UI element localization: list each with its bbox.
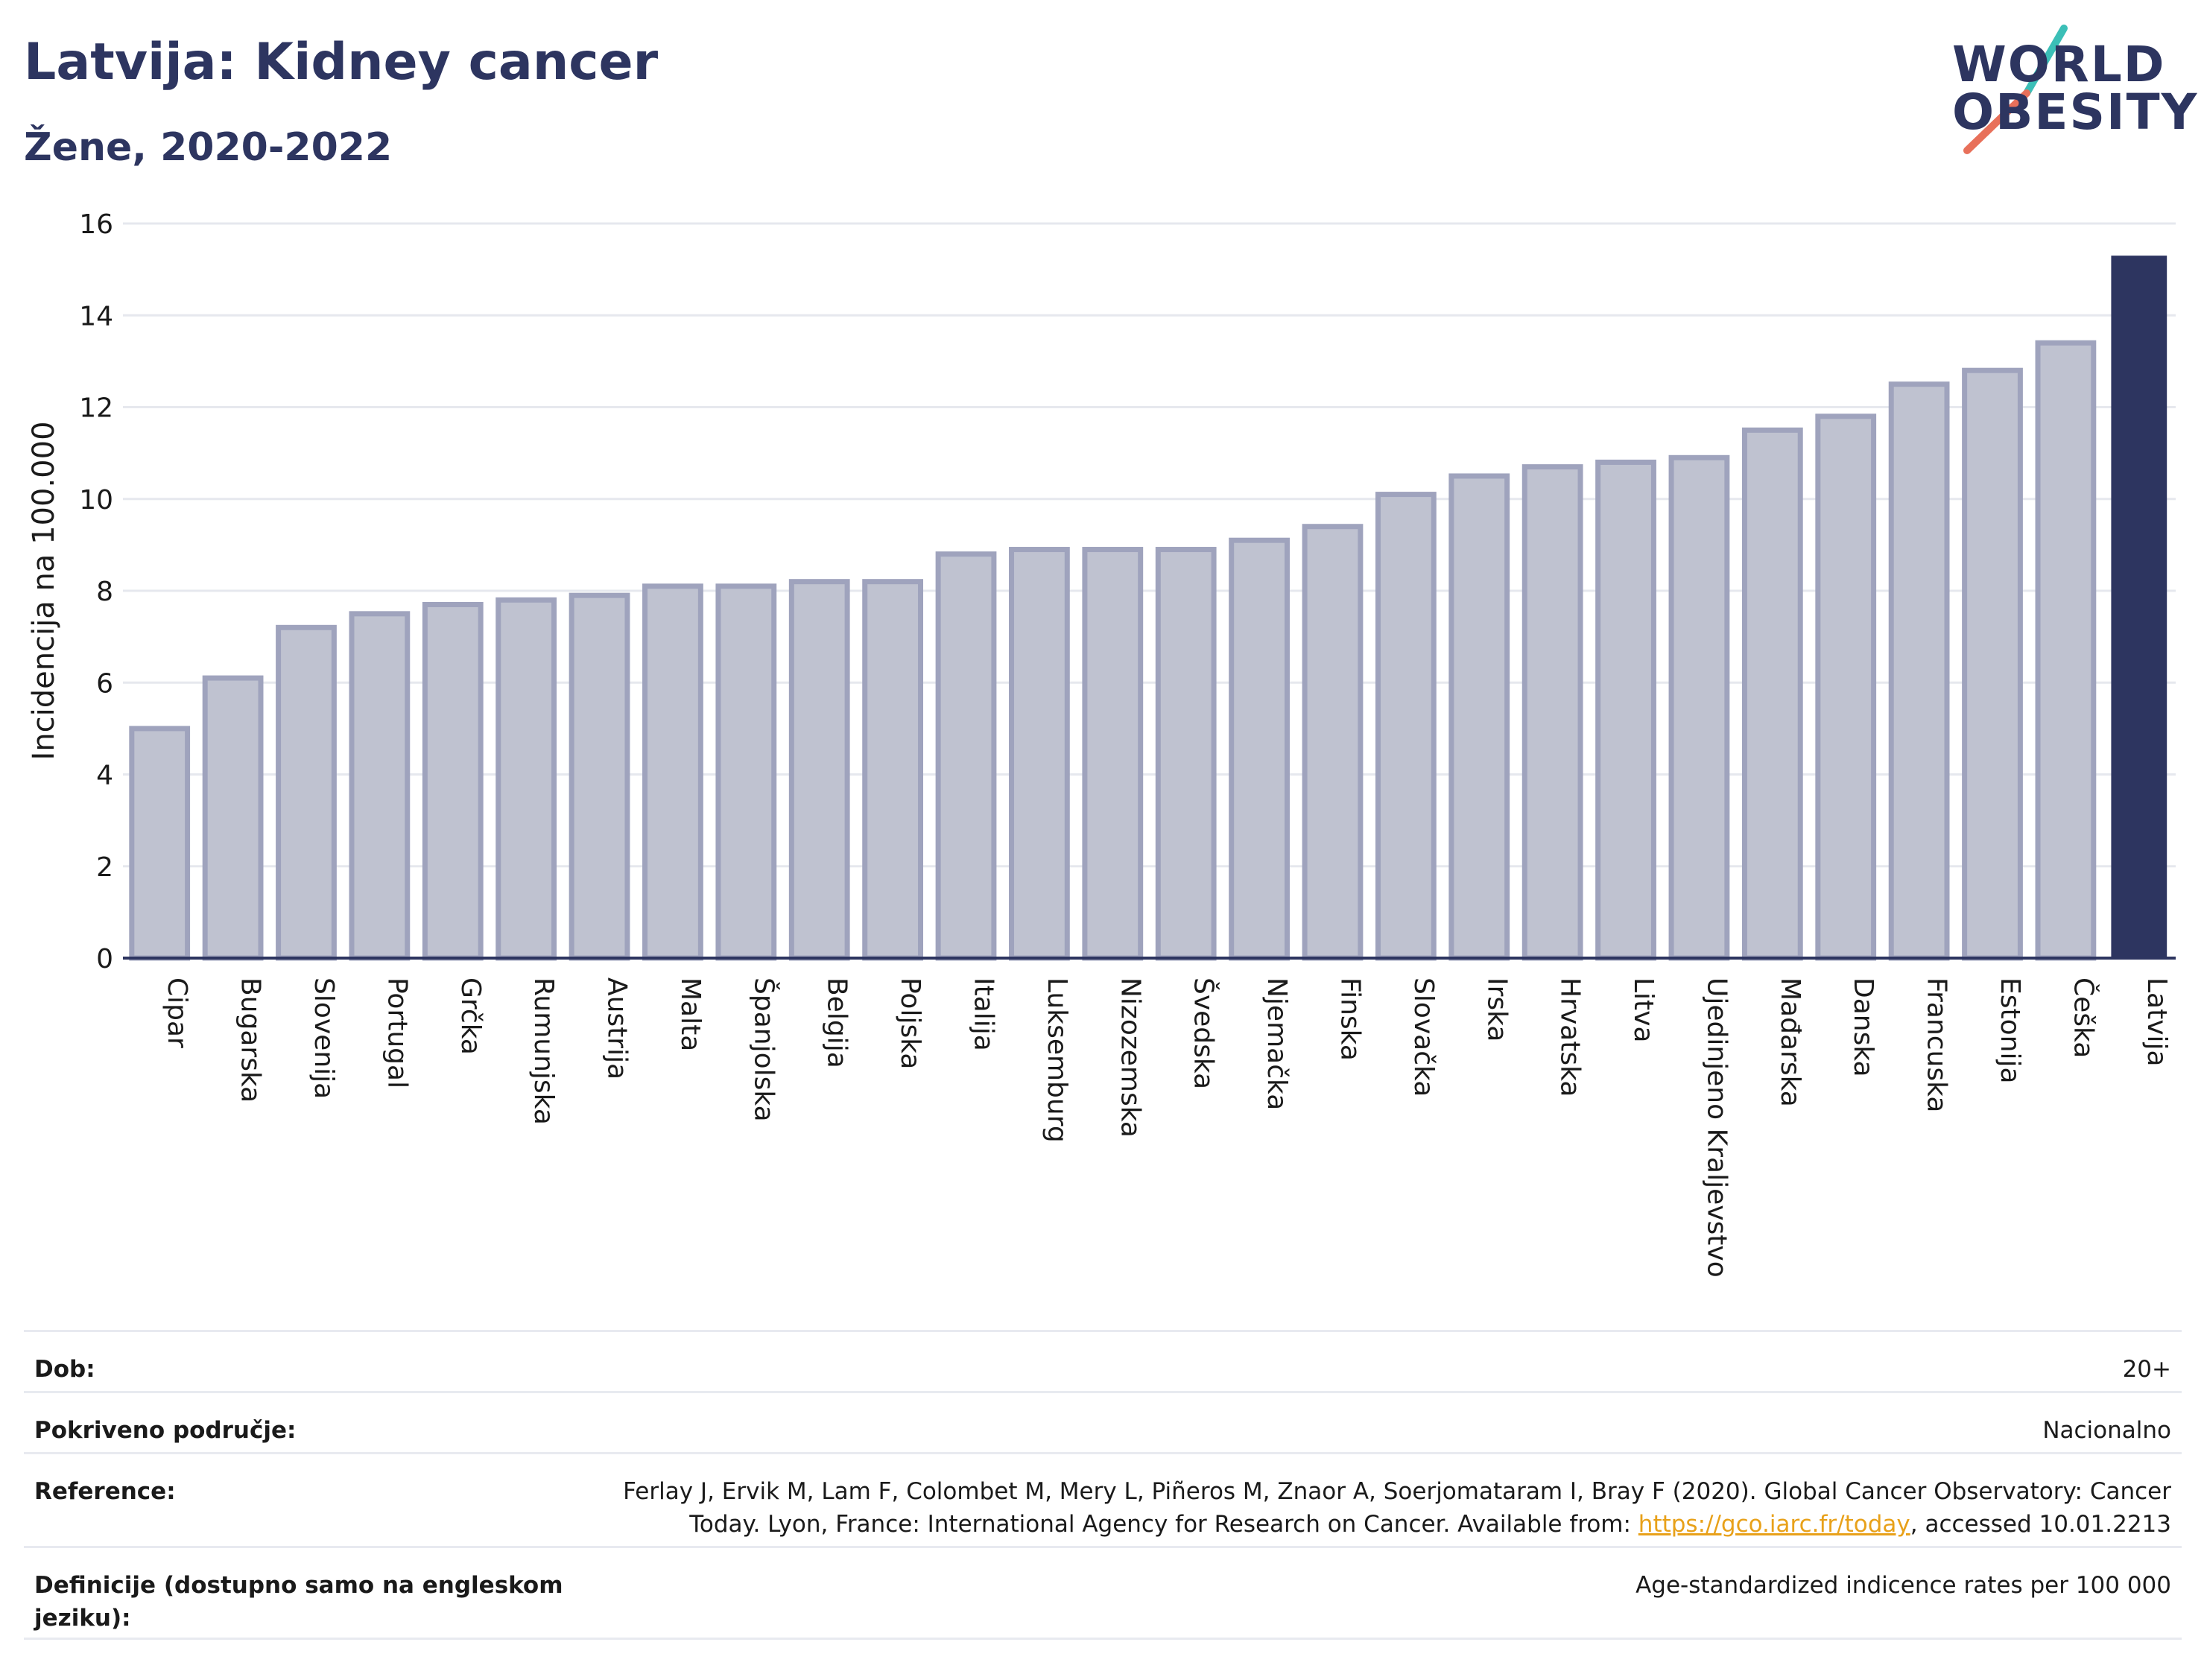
x-tick-label: Irska <box>1481 977 1512 1042</box>
x-tick-label: Češka <box>2068 977 2099 1058</box>
x-tick-label: Švedska <box>1188 977 1220 1089</box>
bar-ujedinjeno-kraljevstvo <box>1668 454 1730 961</box>
x-tick-label: Ujedinjeno Kraljevstvo <box>1701 977 1732 1278</box>
x-tick-label: Slovenija <box>308 977 339 1099</box>
y-tick-label: 14 <box>79 301 113 332</box>
x-tick-label: Danska <box>1848 977 1878 1077</box>
info-row-coverage: Pokriveno područje: Nacionalno <box>24 1391 2182 1452</box>
chart-subtitle: Žene, 2020-2022 <box>24 125 393 170</box>
bar-irska <box>1448 473 1510 961</box>
info-value-reference: Ferlay J, Ervik M, Lam F, Colombet M, Me… <box>607 1475 2171 1541</box>
bar-latvija <box>2111 256 2167 958</box>
chart-title: Latvija: Kidney cancer <box>24 33 659 92</box>
x-tick-label: Njemačka <box>1261 977 1292 1110</box>
bar-nizozemska <box>1082 547 1144 961</box>
y-tick-label: 12 <box>79 393 113 424</box>
y-tick-label: 8 <box>96 577 113 607</box>
bar-njemačka <box>1229 537 1290 961</box>
x-tick-label: Finska <box>1334 977 1365 1061</box>
x-tick-label: Hrvatska <box>1555 977 1586 1097</box>
bar-hrvatska <box>1521 464 1583 961</box>
x-tick-label: Rumunjska <box>528 977 559 1125</box>
bar-slovenija <box>276 624 337 961</box>
x-tick-label: Portugal <box>381 977 412 1088</box>
bar-belgija <box>788 579 850 961</box>
info-label-age: Dob: <box>34 1356 95 1383</box>
x-tick-label: Belgija <box>822 977 852 1068</box>
bar-poljska <box>862 579 924 961</box>
y-axis-label: Incidencija na 100.000 <box>27 421 61 760</box>
y-tick-label: 4 <box>96 761 113 791</box>
x-tick-label: Cipar <box>162 977 192 1048</box>
info-value-age: 20+ <box>2122 1356 2171 1383</box>
bar-rumunjska <box>495 597 557 961</box>
x-tick-label: Grčka <box>455 977 486 1055</box>
x-tick-label: Austrija <box>602 977 633 1080</box>
bar-bugarska <box>202 675 264 961</box>
logo-slash-icon <box>1963 25 2068 154</box>
reference-link[interactable]: https://gco.iarc.fr/today <box>1638 1511 1910 1538</box>
logo-line-obesity: OBESITY <box>1952 83 2199 141</box>
bar-luksemburg <box>1009 547 1070 961</box>
x-tick-label: Španjolska <box>748 977 779 1122</box>
bar-chart: 0 2 4 6 8 10 12 14 16 Incidencija na 100.000 Cipar… <box>27 209 2176 1278</box>
info-row-reference: Reference: Ferlay J, Ervik M, Lam F, Col… <box>24 1452 2182 1546</box>
bar-francuska <box>1888 381 1950 961</box>
x-tick-label: Litva <box>1628 977 1659 1043</box>
x-tick-label: Italija <box>969 977 999 1051</box>
info-label-coverage: Pokriveno područje: <box>34 1417 297 1444</box>
x-tick-label: Mađarska <box>1775 977 1805 1107</box>
bar-slovačka <box>1375 492 1437 961</box>
bar-portugal <box>349 611 411 961</box>
y-tick-label: 6 <box>96 668 113 699</box>
x-tick-label: Luksemburg <box>1042 977 1072 1143</box>
bar-grčka <box>422 601 484 961</box>
x-tick-label: Francuska <box>1922 977 1952 1112</box>
bar-švedska <box>1155 547 1217 961</box>
reference-text: Ferlay J, Ervik M, Lam F, Colombet M, Me… <box>623 1478 2171 1538</box>
x-tick-label: Slovačka <box>1408 977 1439 1097</box>
info-value-definitions: Age-standardized indicence rates per 100… <box>1635 1572 2171 1599</box>
y-tick-label: 0 <box>96 944 113 974</box>
bar-italija <box>935 551 997 961</box>
info-label-reference: Reference: <box>34 1478 176 1505</box>
x-tick-label: Estonija <box>1995 977 2025 1084</box>
bar-austrija <box>569 592 630 961</box>
bar-cipar <box>129 726 191 961</box>
x-tick-label: Nizozemska <box>1115 977 1145 1138</box>
info-row-definitions: Definicije (dostupno samo na engleskom j… <box>24 1546 2182 1640</box>
bar-litva <box>1595 459 1656 961</box>
info-table: Dob: 20+ Pokriveno područje: Nacionalno … <box>24 1330 2182 1640</box>
bar-češka <box>2035 340 2097 961</box>
info-row-age: Dob: 20+ <box>24 1330 2182 1391</box>
bar-finska <box>1302 524 1364 961</box>
y-tick-label: 10 <box>79 485 113 516</box>
x-tick-label: Latvija <box>2141 977 2172 1067</box>
x-tick-label: Poljska <box>895 977 925 1070</box>
logo-line-world: WORLD <box>1952 36 2166 93</box>
bar-španjolska <box>715 583 777 961</box>
y-tick-label: 16 <box>79 209 113 240</box>
x-tick-label: Bugarska <box>235 977 266 1103</box>
y-tick-label: 2 <box>96 852 113 883</box>
reference-accessed: , accessed 10.01.2213 <box>1910 1511 2171 1538</box>
bar-estonija <box>1962 367 2023 961</box>
bar-malta <box>642 583 703 961</box>
x-tick-label: Malta <box>675 977 706 1051</box>
info-label-definitions: Definicije (dostupno samo na engleskom j… <box>34 1572 563 1632</box>
bar-danska <box>1815 413 1877 961</box>
bar-mađarska <box>1741 427 1803 961</box>
info-value-coverage: Nacionalno <box>2042 1417 2171 1444</box>
